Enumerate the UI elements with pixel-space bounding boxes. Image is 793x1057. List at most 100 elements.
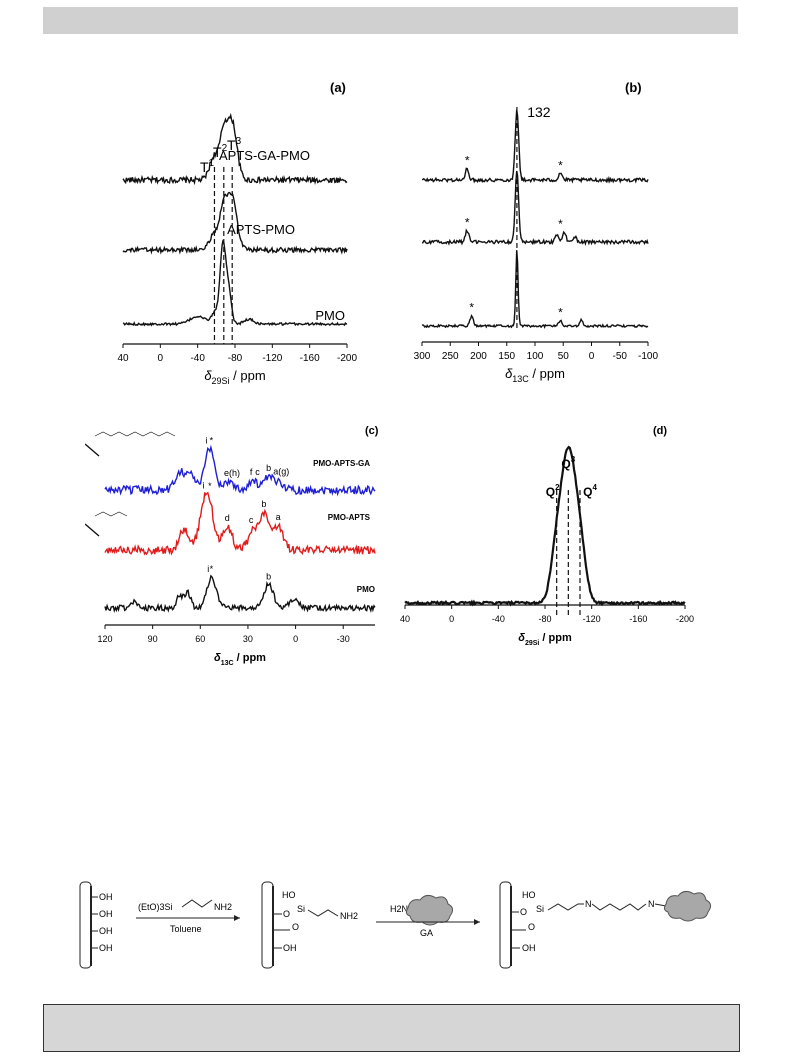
x-axis-label: δ13C / ppm (505, 366, 565, 384)
spectrum-line (104, 491, 376, 556)
spectrum-line (122, 239, 348, 327)
series-label: PMO-APTS-GA (313, 459, 370, 468)
x-tick-label: 300 (414, 351, 431, 362)
o-label: O (520, 907, 527, 917)
x-axis-label: δ29Si / ppm (204, 368, 265, 386)
x-tick-label: -40 (190, 353, 205, 364)
x-tick-label: 120 (97, 634, 112, 644)
peak-annotation: * (558, 158, 563, 172)
x-tick-label: 60 (195, 634, 205, 644)
peak-annotation: T3 (227, 136, 242, 153)
ho-label: HO (522, 890, 536, 900)
oh-label: OH (99, 892, 113, 902)
arrowhead-1 (234, 915, 240, 921)
x-tick-label: -100 (638, 351, 658, 362)
spectrum-line (104, 574, 376, 614)
series-label: PMO (315, 308, 345, 323)
series-label: PMO (357, 585, 375, 594)
reaction-scheme: OH OH OH OH (EtO)3Si NH2 Toluene HO O Si… (70, 870, 730, 980)
peak-annotation: d (225, 513, 230, 523)
chart-panel-a: (a) 40 0 -40 -80 -120 -160 -200 δ29Si / ppm APTS… (105, 72, 367, 402)
peak-annotation: b (266, 463, 271, 473)
x-tick-label: -200 (337, 353, 357, 364)
x-tick-label: 40 (400, 614, 410, 624)
peak-annotation: T2 (213, 143, 228, 160)
arrowhead-2 (474, 919, 480, 925)
peak-annotation: Q2 (546, 483, 560, 499)
chart-panel-c: (c) 120 90 60 30 0 -30 δ13C / ppm PMO-APTS-GA PM… (84, 420, 390, 670)
x-tick-label: 40 (117, 353, 129, 364)
surface-stroke (84, 443, 100, 457)
x-tick-label: -200 (676, 614, 694, 624)
x-tick-label: 0 (293, 634, 298, 644)
peak-annotation: * (469, 301, 474, 315)
solvent-label: Toluene (170, 924, 202, 934)
peak-annotation: * (210, 564, 214, 574)
oh-label: OH (99, 926, 113, 936)
x-tick-label: -80 (538, 614, 551, 624)
panel-label-d: (d) (653, 425, 667, 437)
x-axis-label: δ29Si / ppm (518, 632, 572, 647)
spectrum-line (104, 444, 376, 497)
immobilized-enzyme-chain: HO O Si O OH N N (511, 890, 712, 953)
peak-annotation: i (206, 435, 208, 445)
propyl-chain-1 (181, 899, 213, 908)
spectrum-line (421, 170, 649, 247)
panel-label-a: (a) (330, 80, 346, 95)
chart-b-svg: (b) 300 250 200 150 100 50 0 -50 -100 δ13C / ppm 1… (414, 80, 659, 384)
x-tick-label: -120 (583, 614, 601, 624)
reagent-1-label: (EtO)3Si (138, 902, 173, 912)
peak-annotation: * (558, 217, 563, 231)
ho-label: HO (282, 890, 296, 900)
series-label: APTS-PMO (227, 222, 295, 237)
x-tick-label: 200 (470, 351, 487, 362)
header-bar (43, 7, 738, 34)
peak-annotation: T1 (200, 158, 215, 175)
x-tick-label: 50 (558, 351, 570, 362)
spectrum-line (404, 445, 686, 607)
x-tick-label: 0 (449, 614, 454, 624)
imine-n-label: N (585, 899, 592, 909)
o-label: O (283, 909, 290, 919)
peak-annotation: i (202, 480, 204, 490)
surface-stroke (84, 523, 100, 537)
series-label: PMO-APTS (328, 513, 371, 522)
x-tick-label: 0 (158, 353, 164, 364)
hydroxyl-groups-1: OH OH OH OH (91, 892, 113, 953)
panel-label-c: (c) (365, 425, 379, 437)
molecule-chain (94, 431, 176, 437)
x-tick-label: -160 (300, 353, 320, 364)
peak-annotation: Q3 (561, 455, 575, 471)
x-tick-label: 100 (527, 351, 544, 362)
x-tick-label: 150 (498, 351, 515, 362)
peak-annotation: i (207, 564, 209, 574)
oh-label: OH (99, 909, 113, 919)
caption-box (43, 1004, 740, 1052)
x-tick-label: 0 (589, 351, 595, 362)
peak-annotation: a (276, 512, 281, 522)
peak-annotation: a(g) (273, 467, 289, 477)
peak-annotation: Q4 (583, 483, 597, 499)
spectrum-line (421, 109, 649, 184)
chart-panel-d: (d) 40 0 -40 -80 -120 -160 -200 δ29Si / ppm Q2 Q3… (395, 420, 695, 670)
scheme-svg: OH OH OH OH (EtO)3Si NH2 Toluene HO O Si… (79, 881, 712, 969)
peak-annotation: c (249, 515, 254, 525)
glutaraldehyde-label: GA (420, 928, 433, 938)
peak-annotation: * (208, 481, 212, 491)
peak-annotation: b (266, 571, 271, 581)
x-tick-label: -50 (613, 351, 628, 362)
peak-annotation: * (465, 153, 470, 167)
chart-c-svg: (c) 120 90 60 30 0 -30 δ13C / ppm PMO-APTS-GA PM… (84, 425, 379, 667)
peak-annotation: * (210, 435, 214, 445)
x-tick-label: 30 (243, 634, 253, 644)
x-tick-label: -80 (228, 353, 243, 364)
silica-surface-2 (261, 881, 274, 969)
enzyme-cloud-icon (405, 894, 454, 926)
chart-a-svg: (a) 40 0 -40 -80 -120 -160 -200 δ29Si / ppm APTS… (117, 80, 357, 386)
x-tick-label: 90 (148, 634, 158, 644)
x-tick-label: -120 (262, 353, 282, 364)
peak-annotation: b (261, 499, 266, 509)
peak-annotation: e(h) (224, 468, 240, 478)
peak-annotation: 132 (527, 104, 551, 120)
silica-surface-1 (79, 881, 92, 969)
